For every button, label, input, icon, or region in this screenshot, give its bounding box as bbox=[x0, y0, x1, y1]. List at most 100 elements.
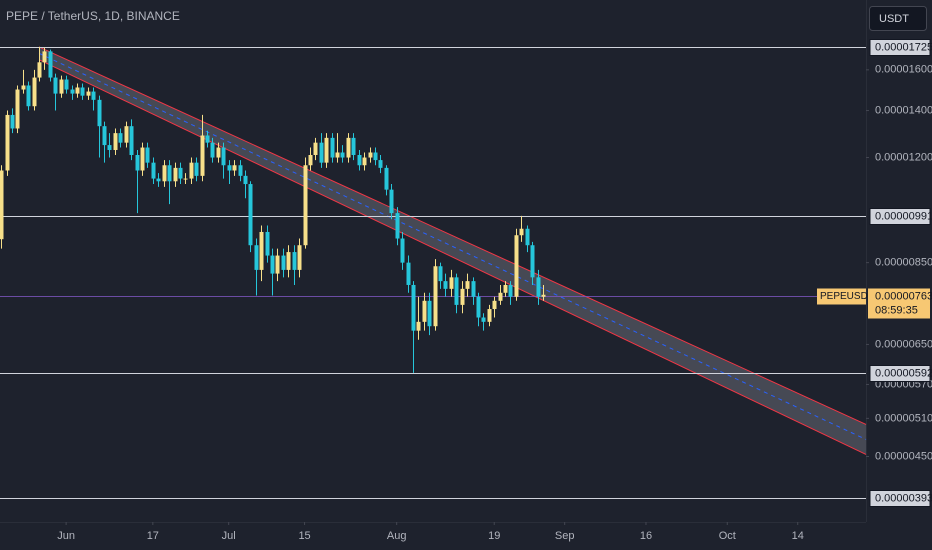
candle-body bbox=[189, 162, 194, 179]
candle-body bbox=[178, 167, 183, 179]
candle-body bbox=[243, 175, 248, 185]
candle-body bbox=[32, 77, 37, 107]
candle-body bbox=[129, 126, 134, 156]
channel-fill bbox=[39, 46, 866, 455]
x-tick-label: Jul bbox=[222, 530, 236, 542]
candle-body bbox=[70, 89, 75, 94]
candle-body bbox=[368, 152, 373, 158]
candle-body bbox=[97, 99, 102, 127]
candle-body bbox=[406, 262, 411, 285]
level-label: 0.00001725 bbox=[875, 41, 932, 53]
candle-body bbox=[227, 165, 232, 171]
candle-body bbox=[297, 245, 302, 270]
candle-body bbox=[15, 89, 20, 129]
x-tick-label: Aug bbox=[387, 530, 407, 542]
candle-body bbox=[519, 228, 524, 236]
candle-body bbox=[80, 87, 85, 96]
candle-body bbox=[173, 167, 178, 182]
y-tick-label: 0.00000650 bbox=[875, 338, 932, 350]
candle-body bbox=[460, 288, 465, 305]
candle-body bbox=[373, 152, 378, 161]
candle-body bbox=[443, 281, 448, 289]
candle-body bbox=[53, 77, 58, 94]
candle-body bbox=[427, 300, 432, 327]
candle-body bbox=[508, 284, 513, 297]
candle-body bbox=[346, 137, 351, 158]
candle-body bbox=[145, 147, 150, 163]
candle-body bbox=[194, 162, 199, 176]
x-tick-label: 19 bbox=[488, 530, 500, 542]
level-label-box bbox=[869, 365, 931, 382]
candle-body bbox=[313, 142, 318, 156]
y-tick-label: 0.00000450 bbox=[875, 450, 932, 462]
currency-button[interactable]: USDT bbox=[869, 6, 927, 31]
candle-body bbox=[200, 135, 205, 176]
channel-upper bbox=[38, 46, 867, 425]
currency-button-label[interactable]: USDT bbox=[879, 13, 909, 25]
level-label-box bbox=[869, 39, 931, 56]
x-tick-label: 17 bbox=[147, 530, 159, 542]
candle-body bbox=[91, 91, 96, 100]
symbol-label: PEPEUSDT bbox=[820, 291, 874, 302]
candle-body bbox=[400, 238, 405, 263]
candle-body bbox=[151, 162, 156, 179]
candle-body bbox=[135, 155, 140, 171]
last-price-box bbox=[868, 288, 930, 319]
candle-body bbox=[254, 245, 259, 270]
candle-body bbox=[162, 165, 167, 182]
y-tick-label: 0.00000850 bbox=[875, 257, 932, 269]
candle-body bbox=[324, 137, 329, 163]
candle-body bbox=[449, 277, 454, 289]
candle-body bbox=[389, 189, 394, 214]
candle-body bbox=[140, 147, 145, 171]
candle-body bbox=[465, 281, 470, 289]
candle-body bbox=[21, 85, 26, 90]
level-label: 0.00000991 bbox=[875, 210, 932, 222]
candle-body bbox=[270, 255, 275, 274]
x-tick-label: Sep bbox=[555, 530, 575, 542]
x-tick-label: 14 bbox=[792, 530, 804, 542]
candle-body bbox=[259, 231, 264, 270]
candle-body bbox=[292, 252, 297, 270]
candle-body bbox=[75, 87, 80, 94]
candle-body bbox=[362, 157, 367, 166]
currency-button-box[interactable] bbox=[869, 6, 927, 31]
candle-body bbox=[5, 114, 10, 171]
y-tick-label: 0.00001400 bbox=[875, 104, 932, 116]
last-price-label: 0.00000763 bbox=[875, 290, 932, 302]
candle-body bbox=[42, 51, 47, 63]
candle-body bbox=[514, 235, 519, 297]
candle-body bbox=[384, 167, 389, 190]
x-tick-label: 15 bbox=[298, 530, 310, 542]
y-tick-label: 0.00001600 bbox=[875, 64, 932, 76]
candle-body bbox=[492, 300, 497, 310]
candle-body bbox=[308, 155, 313, 166]
candle-body bbox=[64, 79, 69, 90]
candle-body bbox=[454, 277, 459, 305]
channel-midline bbox=[38, 52, 867, 440]
candle-body bbox=[265, 231, 270, 256]
candle-body bbox=[438, 266, 443, 282]
candle-body bbox=[10, 114, 15, 129]
candle-body bbox=[411, 284, 416, 331]
candle-body bbox=[476, 296, 481, 318]
level-label: 0.00000393 bbox=[875, 492, 932, 504]
candle-body bbox=[107, 145, 112, 151]
candle-body bbox=[113, 133, 118, 151]
candle-body bbox=[530, 245, 535, 278]
candle-body bbox=[0, 170, 4, 240]
candle-body bbox=[503, 284, 508, 293]
y-tick-label: 0.00001200 bbox=[875, 151, 932, 163]
candle-body bbox=[248, 184, 253, 246]
candle-body bbox=[221, 147, 226, 166]
candle-body bbox=[48, 51, 53, 78]
candle-body bbox=[330, 137, 335, 158]
candle-body bbox=[210, 142, 215, 158]
channel-lower bbox=[38, 59, 867, 455]
candle-body bbox=[275, 255, 280, 274]
candle-body bbox=[59, 79, 64, 94]
level-label-box bbox=[869, 490, 931, 507]
level-label-box bbox=[869, 208, 931, 225]
